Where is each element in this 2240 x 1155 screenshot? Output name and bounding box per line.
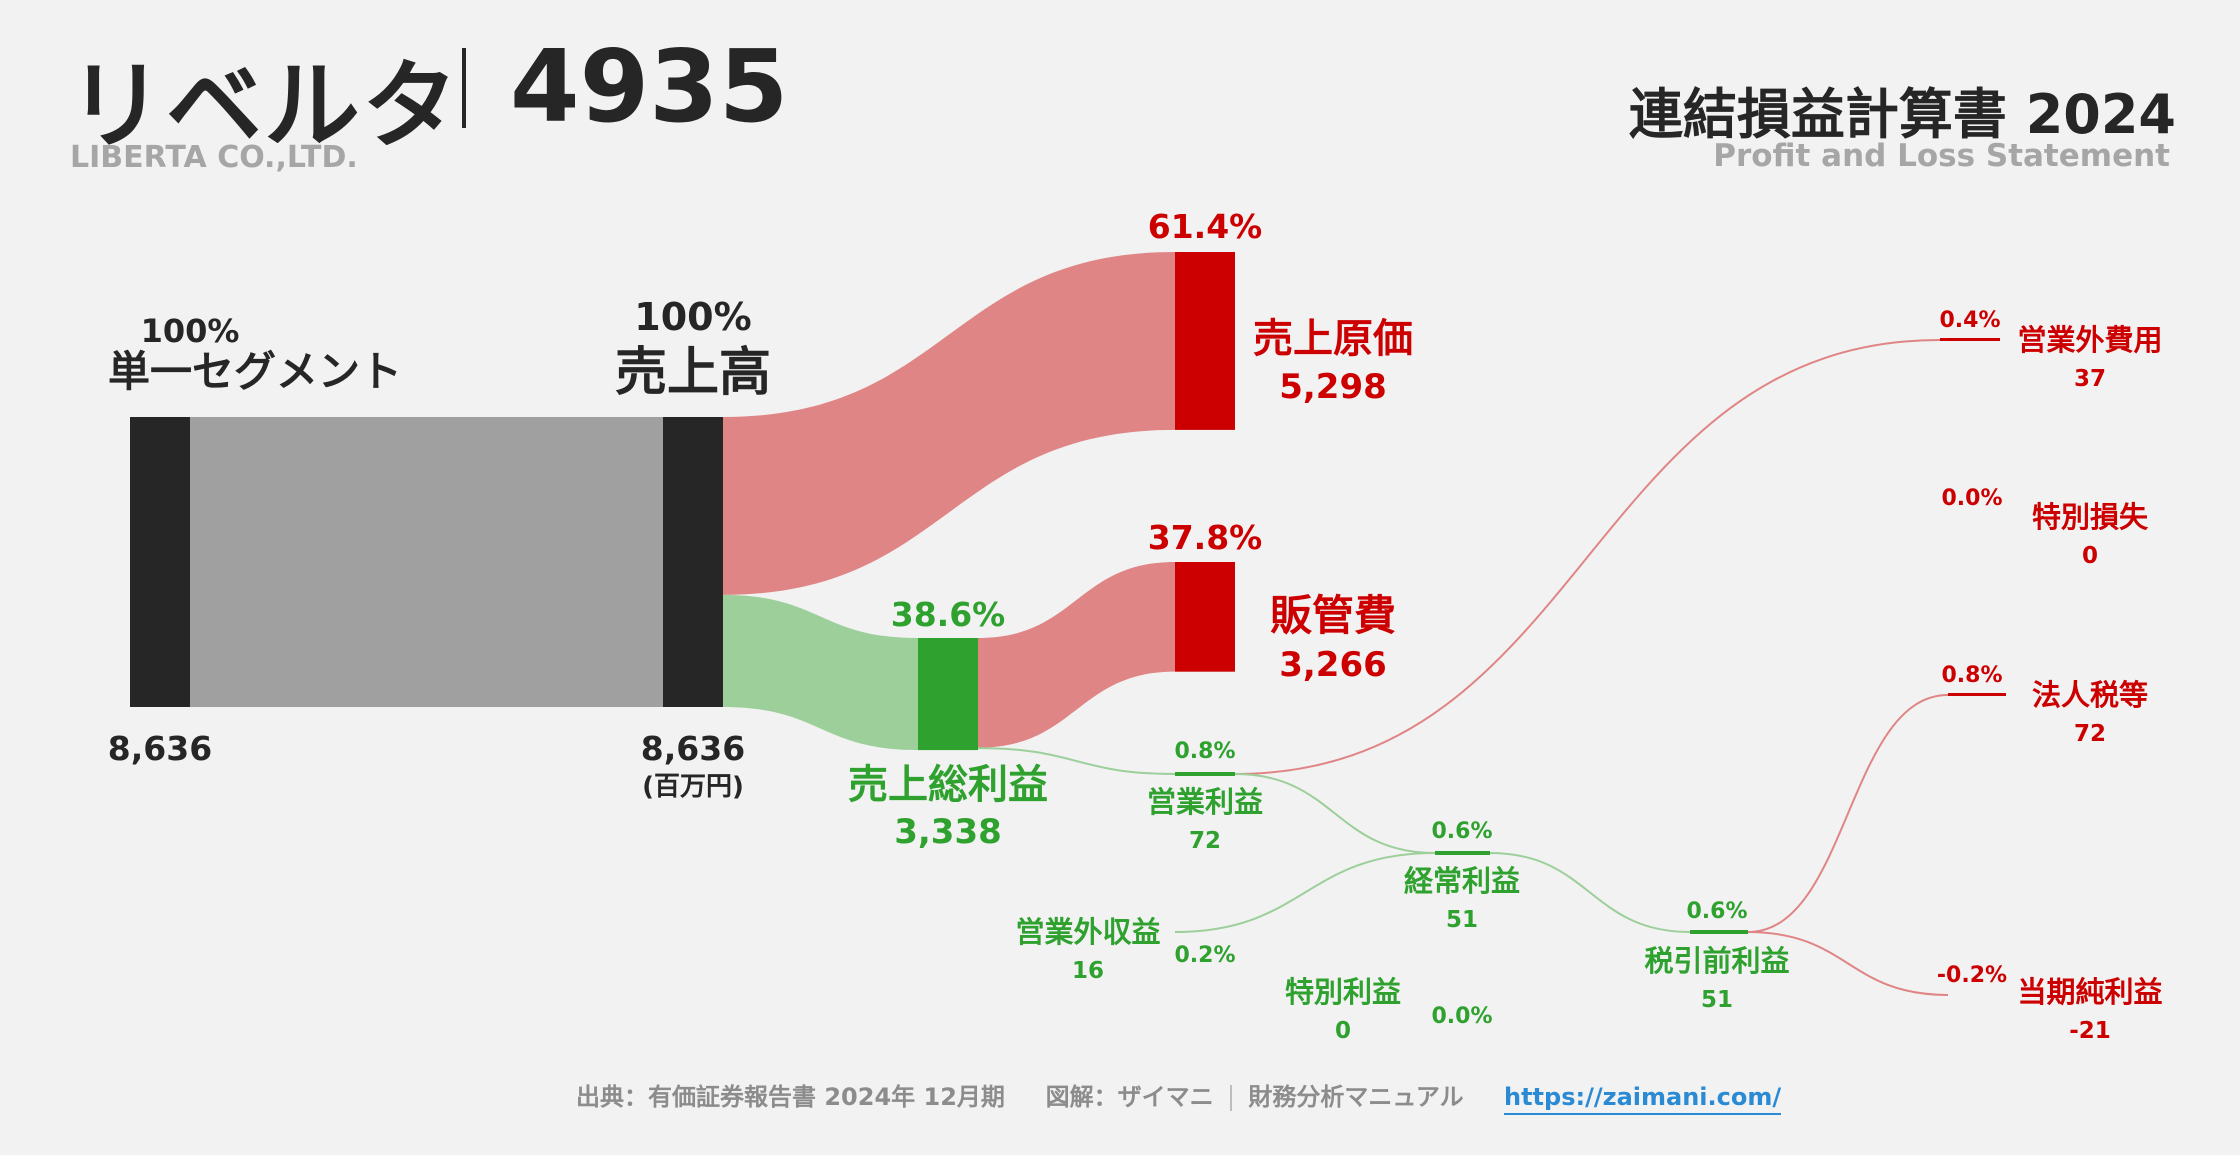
footer-site-name: 財務分析マニュアル: [1248, 1083, 1464, 1111]
label-operating-profit-value: 72: [1189, 828, 1221, 854]
label-gross-profit-value: 3,338: [894, 812, 1002, 852]
label-revenue-value: 8,636: [641, 729, 745, 768]
label-non-op-income-pct: 0.2%: [1174, 943, 1235, 968]
node-bar-gross-profit: [918, 638, 978, 751]
footer-divider: [1229, 1085, 1232, 1111]
label-extraordinary-loss-value: 0: [2082, 543, 2098, 569]
ticker-code: 4935: [510, 28, 789, 145]
flow-pretax-to-net-income: [1747, 931, 1949, 996]
flow-segment-to-revenue: [190, 417, 663, 707]
label-ordinary-profit-value: 51: [1446, 907, 1478, 933]
label-gross-profit-name: 売上総利益: [848, 762, 1048, 808]
label-pretax-profit-value: 51: [1701, 987, 1733, 1013]
flow-non-op-income-to-ordinary-profit: [1174, 852, 1436, 933]
label-sga-pct: 37.8%: [1148, 518, 1263, 557]
label-income-taxes-pct: 0.8%: [1941, 663, 2002, 688]
label-segment-pct: 100%: [141, 312, 240, 350]
label-pretax-profit-name: 税引前利益: [1644, 944, 1789, 978]
node-bar-segment: [130, 417, 190, 707]
label-cogs-name: 売上原価: [1253, 316, 1413, 362]
label-operating-profit-name: 営業利益: [1147, 785, 1263, 819]
label-extraordinary-loss-pct: 0.0%: [1941, 486, 2002, 511]
flow-operating-profit-to-non-op-expense: [1234, 339, 1941, 775]
label-net-income-pct: -0.2%: [1937, 963, 2007, 988]
footer-source: 出典：有価証券報告書 2024年 12月期: [576, 1083, 1005, 1111]
label-extraordinary-income-pct: 0.0%: [1431, 1004, 1492, 1029]
flow-gross-profit-to-sga: [978, 562, 1175, 748]
label-operating-profit-pct: 0.8%: [1174, 739, 1235, 764]
node-bar-revenue: [663, 417, 723, 707]
label-cogs-pct: 61.4%: [1148, 207, 1263, 246]
node-bar-operating-profit: [1175, 772, 1235, 776]
label-income-taxes-value: 72: [2074, 721, 2106, 747]
label-extraordinary-loss-name: 特別損失: [2032, 500, 2149, 534]
label-non-op-income-value: 16: [1072, 958, 1104, 984]
flow-revenue-to-gross-profit: [723, 594, 918, 751]
label-segment-name: 単一セグメント: [108, 347, 402, 396]
flow-pretax-to-taxes: [1747, 694, 1949, 933]
footer-credit: 図解：ザイマニ: [1045, 1083, 1214, 1111]
label-extraordinary-income-name: 特別利益: [1285, 975, 1401, 1009]
company-name: リベルタ: [68, 50, 460, 162]
footer-url-link[interactable]: https://zaimani.com/: [1503, 1083, 1782, 1115]
label-gross-profit-pct: 38.6%: [891, 595, 1006, 634]
label-revenue-pct: 100%: [634, 295, 751, 339]
statement-title-en: Profit and Loss Statement: [1713, 138, 2170, 174]
label-extraordinary-income-value: 0: [1335, 1018, 1351, 1044]
title-divider: [462, 48, 466, 128]
node-bar-cogs: [1175, 252, 1235, 430]
node-bar-non-op-expense: [1940, 338, 2000, 341]
flow-revenue-to-cogs: [723, 252, 1175, 595]
flow-operating-profit-to-ordinary-profit: [1234, 773, 1436, 854]
label-sga-name: 販管費: [1270, 591, 1396, 640]
label-income-taxes-name: 法人税等: [2032, 678, 2148, 712]
label-non-op-expense-pct: 0.4%: [1939, 308, 2000, 333]
node-bar-ordinary-profit: [1435, 851, 1490, 855]
flow-gross-profit-to-operating-profit: [977, 747, 1176, 775]
label-unit: (百万円): [642, 772, 744, 802]
label-segment-value: 8,636: [108, 729, 212, 768]
node-bar-income-taxes: [1948, 693, 2006, 696]
label-cogs-value: 5,298: [1279, 367, 1387, 407]
label-revenue-name: 売上高: [615, 343, 771, 403]
node-bar-pretax-profit: [1690, 930, 1748, 934]
node-bar-sga: [1175, 562, 1235, 672]
label-net-income-value: -21: [2069, 1018, 2111, 1044]
label-non-op-expense-value: 37: [2074, 366, 2106, 392]
footer: 出典：有価証券報告書 2024年 12月期 図解：ザイマニ 財務分析マニュアル …: [576, 1077, 1782, 1115]
label-ordinary-profit-pct: 0.6%: [1431, 819, 1492, 844]
label-non-op-expense-name: 営業外費用: [2017, 323, 2162, 357]
label-pretax-profit-pct: 0.6%: [1686, 899, 1747, 924]
company-name-en: LIBERTA CO.,LTD.: [70, 140, 358, 175]
label-sga-value: 3,266: [1279, 645, 1387, 685]
flow-ordinary-to-pretax: [1489, 852, 1691, 933]
statement-title: 連結損益計算書 2024: [1628, 83, 2176, 146]
label-non-op-income-name: 営業外収益: [1015, 915, 1160, 949]
label-net-income-name: 当期純利益: [2017, 975, 2162, 1009]
label-ordinary-profit-name: 経常利益: [1404, 864, 1520, 898]
